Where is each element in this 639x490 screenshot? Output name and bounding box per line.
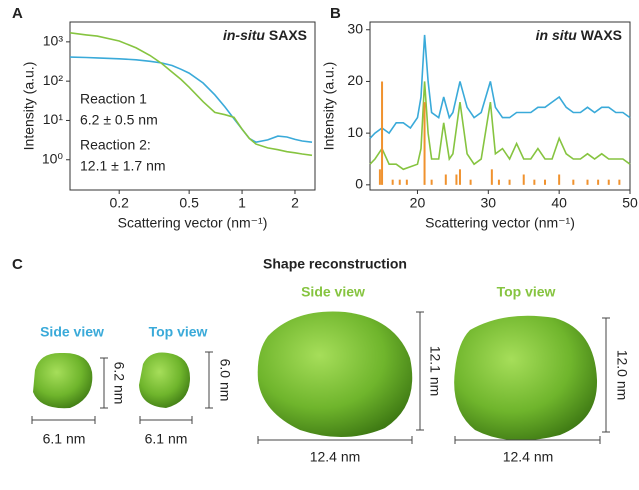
data-line (69, 56, 313, 144)
legend-label: Reaction 1 (80, 91, 147, 107)
panel-label: C (12, 256, 23, 273)
x-tick-label: 0.2 (109, 195, 129, 211)
annotation: 6.2 ± 0.5 nm (80, 112, 158, 128)
y-tick-label: 10⁰ (42, 150, 64, 166)
legend-label: Reaction 2: (80, 137, 151, 153)
dimension-label: 12.4 nm (503, 449, 554, 465)
view-label: Side view (40, 324, 104, 340)
y-tick-label: 10¹ (43, 111, 64, 127)
dimension-label: 6.0 nm (217, 359, 233, 402)
view-label: Top view (497, 284, 556, 300)
shape (139, 352, 190, 408)
y-tick-label: 10³ (43, 33, 64, 49)
annotation: 12.1 ± 1.7 nm (80, 158, 166, 174)
plot-frame (69, 21, 316, 191)
plot-frame (369, 21, 631, 191)
plot-area (69, 32, 313, 157)
chart-title: in-situ SAXS (223, 27, 307, 43)
dimension-lines (31, 311, 610, 444)
dimension-label: 12.1 nm (427, 346, 443, 397)
y-tick-label: 10 (347, 124, 363, 140)
dimension-label: 6.1 nm (145, 431, 188, 447)
shape (33, 352, 93, 409)
title-main: SAXS (269, 27, 307, 43)
data-line (369, 81, 631, 171)
x-tick-label: 1 (238, 195, 246, 211)
x-tick-label: 0.5 (179, 195, 199, 211)
panel-label: A (12, 5, 23, 22)
plot-area (369, 34, 631, 185)
x-tick-label: 40 (551, 195, 567, 211)
dimension-label: 6.1 nm (43, 431, 86, 447)
data-line (369, 34, 631, 139)
y-tick-label: 0 (355, 176, 363, 192)
shape (454, 315, 598, 441)
x-tick-label: 2 (291, 195, 299, 211)
dimension-label: 12.0 nm (614, 350, 630, 401)
y-tick-label: 10² (43, 72, 64, 88)
title-italic: in situ (536, 27, 578, 43)
shape (257, 311, 413, 438)
section-title: Shape reconstruction (263, 256, 407, 272)
x-tick-label: 30 (481, 195, 497, 211)
y-axis-label: Intensity (a.u.) (21, 62, 37, 151)
view-label: Top view (149, 324, 208, 340)
y-tick-label: 20 (347, 72, 363, 88)
title-main: WAXS (581, 27, 622, 43)
x-axis-label: Scattering vector (nm⁻¹) (118, 215, 268, 231)
title-italic: in-situ (223, 27, 265, 43)
dimension-label: 6.2 nm (111, 362, 127, 405)
x-axis-label: Scattering vector (nm⁻¹) (425, 215, 575, 231)
y-axis-label: Intensity (a.u.) (321, 62, 337, 151)
x-tick-label: 20 (410, 195, 426, 211)
x-tick-label: 50 (622, 195, 638, 211)
panel-label: B (330, 5, 341, 22)
y-tick-label: 30 (347, 20, 363, 36)
dimension-label: 12.4 nm (310, 449, 361, 465)
data-line (69, 32, 313, 157)
view-label: Side view (301, 284, 365, 300)
chart-title: in situ WAXS (536, 27, 622, 43)
